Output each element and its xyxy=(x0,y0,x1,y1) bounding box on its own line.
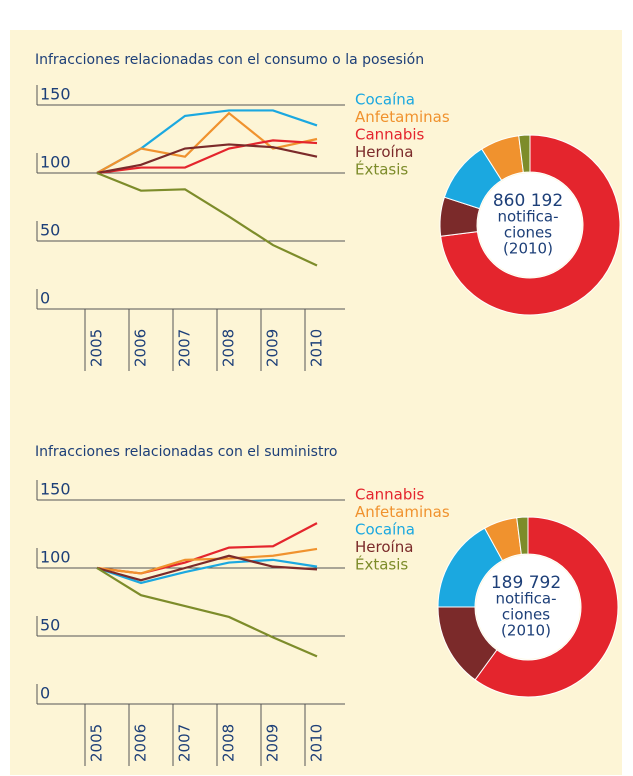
x-tick-label: 2006 xyxy=(132,329,150,367)
x-tick-label: 2010 xyxy=(308,724,326,762)
series-line xyxy=(96,554,318,582)
center-text: (2010) xyxy=(501,622,551,640)
chart-title: Infracciones relacionadas con el suminis… xyxy=(35,444,337,460)
y-tick-label: 0 xyxy=(40,684,50,703)
y-tick-label: 150 xyxy=(40,85,71,104)
center-text: ciones xyxy=(504,224,552,242)
series-line xyxy=(96,143,318,175)
legend-entry: Heroína xyxy=(355,143,413,161)
y-tick-label: 50 xyxy=(40,221,60,240)
x-tick-label: 2008 xyxy=(220,724,238,762)
series-line xyxy=(96,558,318,585)
center-text: ciones xyxy=(502,606,550,624)
x-tick-label: 2007 xyxy=(176,724,194,762)
y-tick-label: 0 xyxy=(40,289,50,308)
legend-entry: Cannabis xyxy=(355,486,425,504)
center-text: notifica- xyxy=(497,208,558,226)
center-text: (2010) xyxy=(503,240,553,258)
x-tick-label: 2007 xyxy=(176,329,194,367)
donut-hole xyxy=(476,555,580,659)
center-text: 189 792 xyxy=(491,573,561,593)
donut-hole xyxy=(478,173,582,277)
x-tick-label: 2009 xyxy=(264,724,282,762)
series-line xyxy=(96,171,318,267)
center-text: notifica- xyxy=(495,590,556,608)
legend-entry: Cocaína xyxy=(355,91,415,109)
legend-entry: Anfetaminas xyxy=(355,503,450,521)
x-tick-label: 2008 xyxy=(220,329,238,367)
x-tick-label: 2009 xyxy=(264,329,282,367)
y-tick-label: 100 xyxy=(40,548,71,567)
chart-title: Infracciones relacionadas con el consumo… xyxy=(35,52,424,68)
series-line xyxy=(96,567,318,658)
x-tick-label: 2006 xyxy=(132,724,150,762)
y-tick-label: 150 xyxy=(40,480,71,499)
center-text: 860 192 xyxy=(493,191,563,211)
legend-entry: Anfetaminas xyxy=(355,108,450,126)
x-tick-label: 2005 xyxy=(88,724,106,762)
legend-entry: Éxtasis xyxy=(355,555,408,574)
x-tick-label: 2005 xyxy=(88,329,106,367)
donut-segment xyxy=(474,516,619,698)
legend-entry: Cannabis xyxy=(355,126,425,144)
y-tick-label: 50 xyxy=(40,616,60,635)
donut-segment xyxy=(440,134,621,316)
legend-entry: Heroína xyxy=(355,538,413,556)
legend-entry: Cocaína xyxy=(355,521,415,539)
x-tick-label: 2010 xyxy=(308,329,326,367)
series-line xyxy=(96,547,318,575)
legend-entry: Éxtasis xyxy=(355,160,408,179)
donut-segment xyxy=(516,516,529,555)
series-line xyxy=(96,111,318,174)
y-tick-label: 100 xyxy=(40,153,71,172)
donut-segment xyxy=(518,134,531,173)
series-line xyxy=(96,139,318,175)
